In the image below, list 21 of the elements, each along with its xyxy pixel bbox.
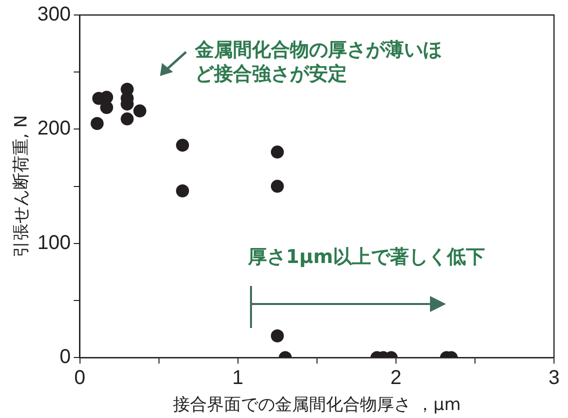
annotation: 金属間化合物の厚さが薄いほど接合強さが安定 [195, 38, 443, 86]
x-axis-title: 接合界面での金属間化合物厚さ ，μm [172, 395, 461, 416]
x-tick-label: 0 [74, 367, 86, 390]
point [176, 184, 190, 198]
point [133, 104, 146, 118]
y-tick-label: 300 [37, 4, 71, 26]
point [270, 146, 284, 159]
point [90, 116, 104, 130]
x-tick-label: 2 [390, 367, 402, 390]
point [176, 138, 190, 152]
point [120, 112, 134, 126]
point [100, 101, 114, 114]
y-axis-title: 引張せん断荷重, N [12, 115, 32, 258]
y-tick-label: 100 [37, 232, 71, 254]
x-tick-label: 1 [232, 367, 244, 390]
annotation: 厚さ1μm以上で著しく低下 [248, 245, 486, 269]
y-tick-label: 200 [37, 118, 71, 140]
y-tick-label: 0 [60, 346, 71, 368]
point [100, 90, 114, 104]
x-tick-label: 3 [548, 367, 560, 390]
point [270, 180, 284, 193]
